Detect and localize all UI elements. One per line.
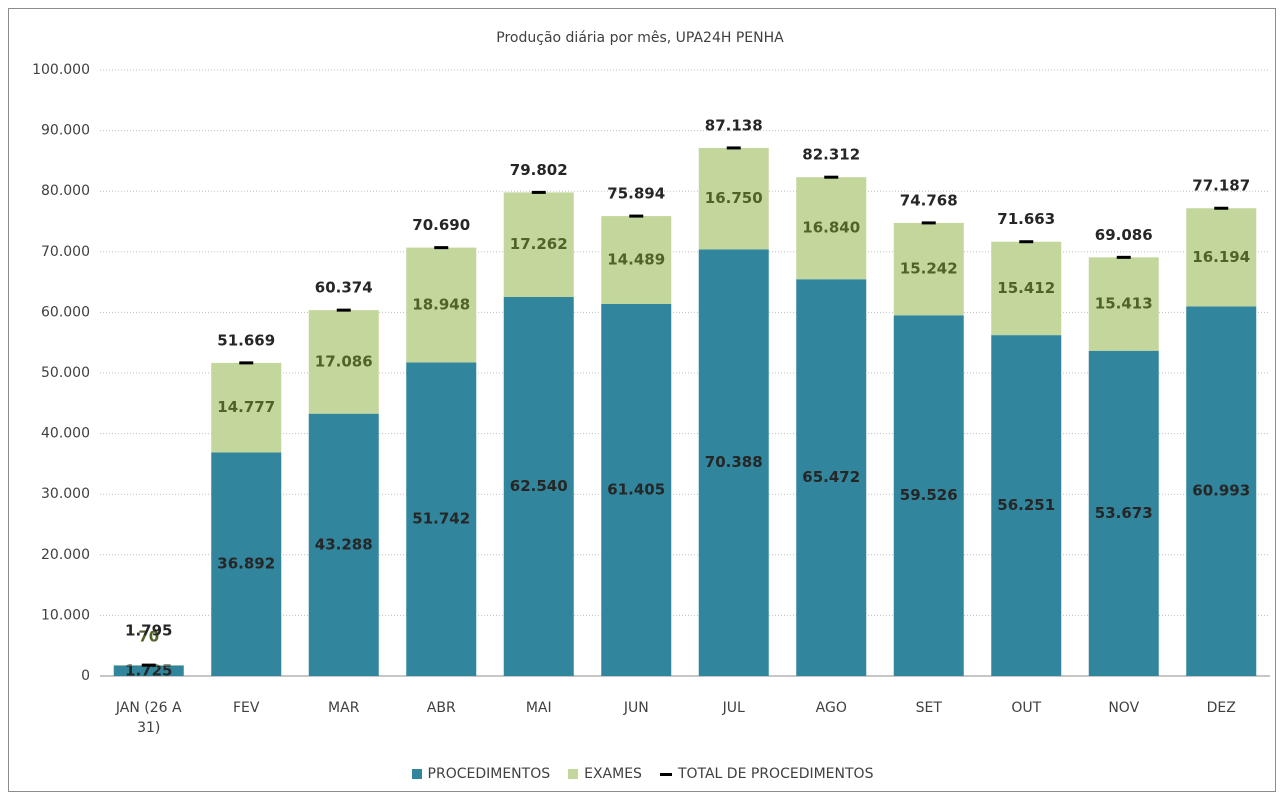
bar-segment (1186, 306, 1257, 676)
legend-item: TOTAL DE PROCEDIMENTOS (659, 766, 874, 782)
bar-segment (308, 413, 379, 676)
bar-segment (698, 147, 769, 250)
x-tick-label: FEV (233, 700, 260, 716)
bar-segment (601, 216, 672, 304)
y-tick-label: 40.000 (41, 426, 90, 442)
data-label: 71.663 (997, 210, 1055, 228)
legend-label: EXAMES (584, 766, 642, 782)
bar-segment (308, 310, 379, 414)
data-label: 17.086 (315, 352, 373, 370)
data-label: 1.725 (125, 661, 172, 679)
data-label: 79.802 (510, 161, 568, 179)
y-tick-label: 10.000 (41, 607, 90, 623)
legend-item: PROCEDIMENTOS (411, 766, 551, 782)
data-label: 70.388 (705, 453, 763, 471)
bar-segment (406, 247, 477, 363)
bar-segment (698, 249, 769, 676)
data-label: 60.993 (1192, 482, 1250, 500)
data-label: 69.086 (1095, 226, 1153, 244)
data-label: 70.690 (412, 216, 470, 234)
data-label: 51.742 (412, 510, 470, 528)
data-label: 15.242 (900, 260, 958, 278)
data-label: 51.669 (217, 331, 275, 349)
data-label: 70 (138, 628, 159, 646)
bar-segment (893, 222, 964, 316)
bar-segment (1088, 257, 1159, 351)
bar-segment (1186, 208, 1257, 307)
data-label: 14.489 (607, 250, 665, 268)
y-tick-label: 50.000 (41, 365, 90, 381)
data-label: 15.412 (997, 279, 1055, 297)
legend-label: PROCEDIMENTOS (427, 766, 551, 782)
y-tick-label: 20.000 (41, 547, 90, 563)
bar-segment (406, 362, 477, 676)
data-label: 16.194 (1192, 248, 1250, 266)
bar-segment (503, 297, 574, 676)
data-label: 14.777 (217, 398, 275, 416)
y-tick-label: 90.000 (41, 123, 90, 139)
chart-title: Produção diária por mês, UPA24H PENHA (496, 30, 784, 46)
legend-item: EXAMES (568, 766, 642, 782)
data-label: 1.795 (125, 622, 172, 640)
x-tick-label: MAI (525, 700, 552, 716)
data-label: 77.187 (1192, 177, 1250, 195)
bar-segment (503, 192, 574, 298)
legend-swatch (659, 772, 672, 776)
data-label: 16.840 (802, 219, 860, 237)
x-tick-label: DEZ (1206, 700, 1236, 716)
x-tick-label: MAR (328, 700, 360, 716)
x-tick-label: JUL (722, 700, 745, 716)
data-label: 15.413 (1095, 295, 1153, 313)
x-tick-label: NOV (1108, 700, 1140, 716)
bar-segment (211, 452, 282, 676)
data-label: 65.472 (802, 468, 860, 486)
data-label: 87.138 (705, 116, 763, 134)
y-tick-label: 60.000 (41, 304, 90, 320)
data-label: 43.288 (315, 535, 373, 553)
data-label: 61.405 (607, 480, 665, 498)
bar-segment (991, 335, 1062, 676)
data-label: 82.312 (802, 146, 860, 164)
x-tick-label: ABR (426, 700, 456, 716)
bar-segment (601, 303, 672, 676)
data-label: 16.750 (705, 189, 763, 207)
y-tick-label: 30.000 (41, 486, 90, 502)
x-tick-label: AGO (815, 700, 847, 716)
y-tick-label: 0 (81, 668, 90, 684)
bar-segment (796, 279, 867, 676)
data-label: 75.894 (607, 185, 665, 203)
chart-frame (8, 8, 1276, 792)
data-label: 53.673 (1095, 504, 1153, 522)
bar-segment (113, 665, 184, 676)
data-label: 62.540 (510, 477, 568, 495)
bar-segment (893, 315, 964, 676)
y-tick-label: 80.000 (41, 183, 90, 199)
y-tick-label: 100.000 (32, 62, 90, 78)
y-tick-label: 70.000 (41, 244, 90, 260)
data-label: 59.526 (900, 486, 958, 504)
x-tick-label: OUT (1011, 700, 1042, 716)
bar-segment (991, 241, 1062, 336)
bar-segment (1088, 350, 1159, 676)
x-tick-label: SET (915, 700, 942, 716)
bar-segment (796, 177, 867, 280)
legend-swatch (568, 769, 579, 779)
data-label: 36.892 (217, 555, 275, 573)
x-tick-label: JUN (623, 700, 649, 716)
x-tick-label: JAN (26 A 31) (115, 700, 182, 736)
data-label: 60.374 (315, 279, 373, 297)
data-label: 18.948 (412, 296, 470, 314)
bar-segment (211, 362, 282, 453)
data-label: 17.262 (510, 235, 568, 253)
data-label: 74.768 (900, 191, 958, 209)
legend: PROCEDIMENTOS EXAMES TOTAL DE PROCEDIMENTO… (0, 766, 1285, 782)
legend-label: TOTAL DE PROCEDIMENTOS (677, 766, 874, 782)
data-label: 56.251 (997, 496, 1055, 514)
legend-swatch (411, 769, 422, 779)
